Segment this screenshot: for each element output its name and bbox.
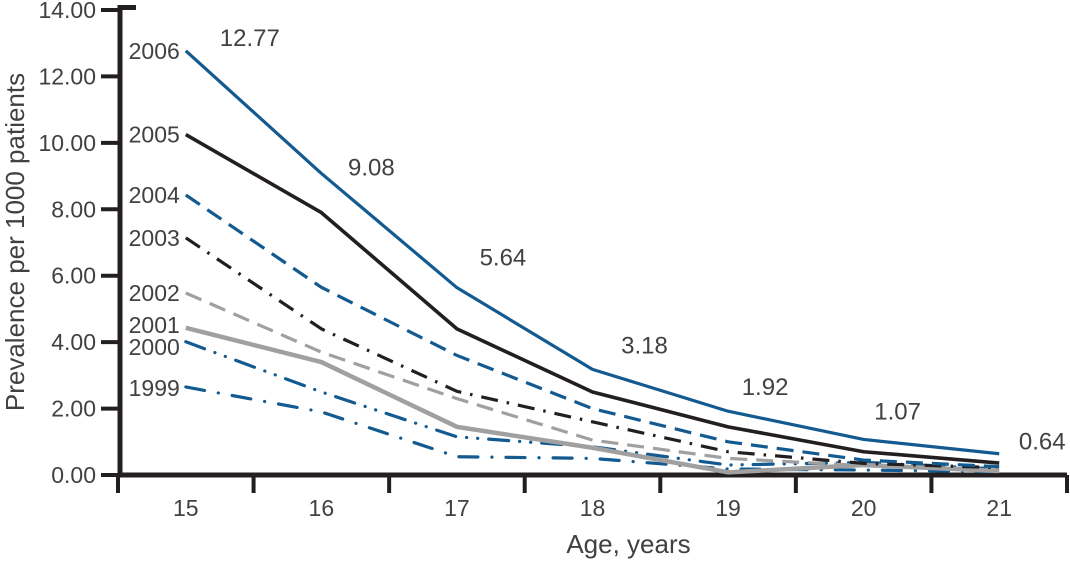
y-tick-label: 0.00	[51, 462, 96, 488]
series-line-2006	[184, 49, 1000, 456]
series-line-2005	[184, 132, 1000, 465]
data-label-2006-21: 0.64	[1019, 429, 1066, 456]
y-axis-title: Prevalence per 1000 patients	[0, 73, 30, 411]
series-label-2001: 2001	[129, 312, 180, 338]
x-tick-label: 15	[173, 495, 199, 521]
data-label-2006-15: 12.77	[220, 25, 280, 52]
x-tick-label: 18	[580, 495, 606, 521]
y-tick-label: 4.00	[51, 329, 96, 355]
x-tick-label: 19	[715, 495, 741, 521]
data-label-2006-18: 3.18	[621, 332, 668, 359]
data-label-2006-19: 1.92	[742, 374, 789, 401]
x-axis-title: Age, years	[566, 529, 690, 559]
series-label-2006: 2006	[129, 38, 180, 64]
data-label-2006-17: 5.64	[480, 245, 527, 272]
x-tick-label: 16	[309, 495, 335, 521]
y-tick-label: 12.00	[38, 63, 96, 89]
series-line-2003	[184, 236, 1000, 470]
series-line-2004	[184, 193, 1000, 469]
y-tick-label: 2.00	[51, 396, 96, 422]
series-label-2005: 2005	[129, 122, 180, 148]
y-tick-label: 10.00	[38, 130, 96, 156]
data-label-2006-20: 1.07	[874, 398, 921, 425]
data-label-2006-16: 9.08	[348, 154, 395, 181]
y-tick-label: 8.00	[51, 196, 96, 222]
y-tick-label: 14.00	[38, 0, 96, 23]
y-tick-label: 6.00	[51, 263, 96, 289]
series-label-2004: 2004	[129, 182, 180, 208]
series-label-2003: 2003	[129, 225, 180, 251]
x-tick-label: 20	[851, 495, 877, 521]
series-line-2002	[185, 291, 1000, 472]
series-label-2002: 2002	[129, 280, 180, 306]
x-tick-label: 21	[986, 495, 1012, 521]
series-label-2000: 2000	[129, 334, 180, 360]
series-label-1999: 1999	[129, 375, 180, 401]
x-tick-label: 17	[444, 495, 470, 521]
